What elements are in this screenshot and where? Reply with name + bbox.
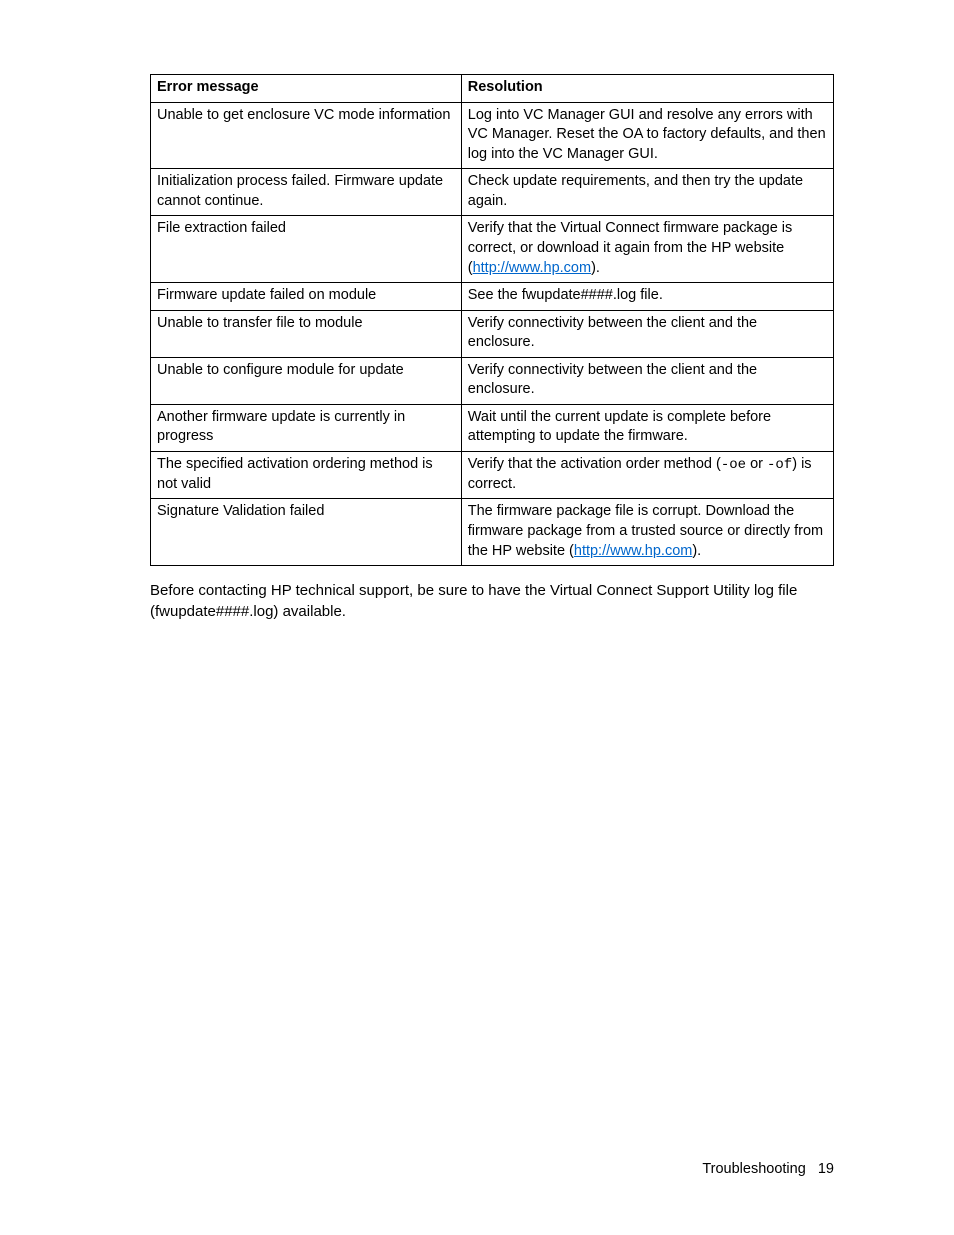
error-cell: Signature Validation failed [151,499,462,566]
error-cell: Another firmware update is currently in … [151,404,462,451]
resolution-cell: Verify that the Virtual Connect firmware… [461,216,833,283]
error-table: Error message Resolution Unable to get e… [150,74,834,566]
table-row: Unable to configure module for update Ve… [151,357,834,404]
footer-section: Troubleshooting [702,1161,805,1177]
error-cell: Firmware update failed on module [151,283,462,311]
error-cell: Unable to transfer file to module [151,310,462,357]
table-header-row: Error message Resolution [151,75,834,103]
resolution-cell: Verify that the activation order method … [461,452,833,499]
table-row: File extraction failed Verify that the V… [151,216,834,283]
footer-page-number: 19 [818,1161,834,1177]
header-error: Error message [151,75,462,103]
resolution-cell: Check update requirements, and then try … [461,169,833,216]
table-row: Unable to transfer file to module Verify… [151,310,834,357]
resolution-cell: Wait until the current update is complet… [461,404,833,451]
hp-link[interactable]: http://www.hp.com [574,543,692,559]
table-row: Firmware update failed on module See the… [151,283,834,311]
resolution-cell: Log into VC Manager GUI and resolve any … [461,102,833,169]
page-footer: Troubleshooting 19 [702,1161,834,1177]
table-row: The specified activation ordering method… [151,452,834,499]
error-cell: Initialization process failed. Firmware … [151,169,462,216]
resolution-cell: Verify connectivity between the client a… [461,310,833,357]
support-note: Before contacting HP technical support, … [150,580,834,622]
header-resolution: Resolution [461,75,833,103]
error-cell: Unable to configure module for update [151,357,462,404]
error-cell: Unable to get enclosure VC mode informat… [151,102,462,169]
error-cell: The specified activation ordering method… [151,452,462,499]
resolution-cell: See the fwupdate####.log file. [461,283,833,311]
hp-link[interactable]: http://www.hp.com [473,260,591,276]
error-cell: File extraction failed [151,216,462,283]
table-row: Signature Validation failed The firmware… [151,499,834,566]
table-row: Unable to get enclosure VC mode informat… [151,102,834,169]
resolution-cell: The firmware package file is corrupt. Do… [461,499,833,566]
table-row: Initialization process failed. Firmware … [151,169,834,216]
resolution-cell: Verify connectivity between the client a… [461,357,833,404]
code-text: -of [767,457,792,473]
table-row: Another firmware update is currently in … [151,404,834,451]
code-text: -oe [721,457,746,473]
